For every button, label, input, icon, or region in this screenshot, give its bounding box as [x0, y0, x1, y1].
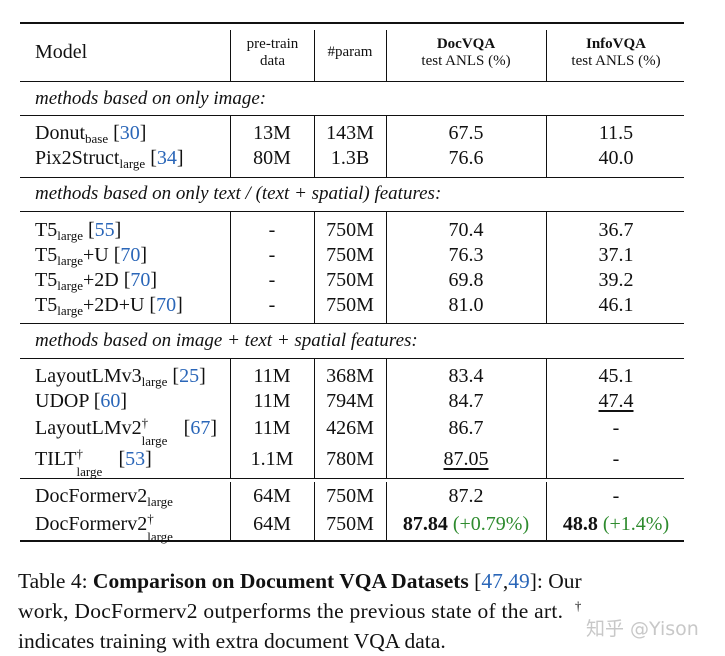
- param-cell: 368M: [326, 365, 374, 387]
- param-cell: 750M: [326, 269, 374, 291]
- citation-link[interactable]: 53: [125, 448, 146, 470]
- caption-line-2: work, DocFormerv2 outperforms the previo…: [18, 598, 582, 623]
- param-cell: 143M: [326, 122, 374, 144]
- header-pretrain: pre-train data: [246, 36, 299, 69]
- docvqa-cell: 84.7: [448, 390, 484, 412]
- group2-bottom-rule: [20, 323, 684, 324]
- citation-link[interactable]: 30: [119, 122, 140, 144]
- param-cell: 750M: [326, 244, 374, 266]
- section2-rule: [20, 211, 684, 212]
- pretrain-cell: 11M: [253, 390, 291, 412]
- group3-bottom-rule: [20, 478, 684, 479]
- citation-link[interactable]: 34: [156, 147, 177, 169]
- infovqa-cell: 48.8 (+1.4%): [562, 513, 670, 535]
- docvqa-cell: 83.4: [448, 365, 484, 387]
- table-top-rule: [20, 22, 684, 24]
- model-name-cell: DocFormerv2 † large: [35, 511, 173, 544]
- docvqa-cell: 76.3: [448, 244, 484, 266]
- docvqa-cell: 87.2: [448, 485, 484, 507]
- pretrain-cell: 80M: [253, 147, 291, 169]
- header-docvqa: DocVQA test ANLS (%): [421, 36, 511, 69]
- param-cell: 750M: [326, 219, 374, 241]
- infovqa-cell: -: [612, 448, 620, 470]
- docvqa-cell: 87.84 (+0.79%): [402, 513, 530, 535]
- watermark-text: 知乎 @Yison: [586, 618, 699, 640]
- pretrain-cell: 1.1M: [250, 448, 294, 470]
- section-label-text-spatial: methods based on only text / (text + spa…: [35, 183, 442, 204]
- infovqa-cell: -: [612, 485, 620, 507]
- section1-rule: [20, 115, 684, 116]
- pretrain-cell: -: [268, 244, 276, 266]
- model-name-cell: T5large [55]: [35, 219, 122, 243]
- infovqa-cell: 11.5: [598, 122, 634, 144]
- model-name-cell: LayoutLMv2 † large [67]: [35, 415, 217, 448]
- infovqa-cell: 46.1: [598, 294, 634, 316]
- pretrain-cell: 13M: [253, 122, 291, 144]
- caption-citation-49[interactable]: 49: [508, 569, 530, 593]
- caption-line-1: Table 4: Comparison on Document VQA Data…: [18, 569, 582, 593]
- citation-link[interactable]: 67: [190, 417, 211, 439]
- param-cell: 750M: [326, 294, 374, 316]
- param-cell: 750M: [326, 513, 374, 535]
- citation-link[interactable]: 55: [94, 219, 115, 241]
- citation-link[interactable]: 70: [120, 244, 141, 266]
- section-label-image-only: methods based on only image:: [35, 88, 267, 109]
- section-label-image-text-spatial: methods based on image + text + spatial …: [35, 330, 418, 351]
- infovqa-cell: 36.7: [598, 219, 634, 241]
- param-cell: 426M: [326, 417, 374, 439]
- model-name-cell: UDOP [60]: [35, 390, 128, 412]
- param-cell: 794M: [326, 390, 374, 412]
- infovqa-cell: 47.4: [598, 390, 634, 412]
- pretrain-cell: 11M: [253, 365, 291, 387]
- caption-line-3: indicates training with extra document V…: [18, 629, 446, 653]
- pretrain-cell: 64M: [253, 513, 291, 535]
- model-name-cell: Donutbase [30]: [35, 122, 147, 146]
- citation-link[interactable]: 25: [179, 365, 200, 387]
- citation-link[interactable]: 70: [156, 294, 177, 316]
- infovqa-cell: 37.1: [598, 244, 634, 266]
- infovqa-cell: 39.2: [598, 269, 634, 291]
- pretrain-cell: -: [268, 294, 276, 316]
- model-name-cell: T5large+2D+U [70]: [35, 294, 183, 318]
- header-model: Model: [35, 41, 88, 63]
- header-param: #param: [327, 44, 373, 60]
- caption-citation-47[interactable]: 47: [481, 569, 503, 593]
- citation-link[interactable]: 60: [100, 390, 121, 412]
- model-name-cell: DocFormerv2large: [35, 485, 173, 509]
- param-cell: 1.3B: [330, 147, 370, 169]
- model-name-cell: T5large+2D [70]: [35, 269, 158, 293]
- table-bottom-rule: [20, 540, 684, 542]
- model-name-cell: LayoutLMv3large [25]: [35, 365, 206, 389]
- section3-rule: [20, 358, 684, 359]
- header-rule: [20, 81, 684, 82]
- pretrain-cell: -: [268, 269, 276, 291]
- infovqa-cell: 45.1: [598, 365, 634, 387]
- infovqa-cell: -: [612, 417, 620, 439]
- docvqa-cell: 70.4: [448, 219, 484, 241]
- table-caption: Table 4: Comparison on Document VQA Data…: [18, 566, 582, 656]
- pretrain-cell: 11M: [253, 417, 291, 439]
- docvqa-cell: 87.05: [443, 448, 489, 470]
- group1-bottom-rule: [20, 177, 684, 178]
- param-cell: 750M: [326, 485, 374, 507]
- model-name-cell: Pix2Structlarge [34]: [35, 147, 184, 171]
- pretrain-cell: 64M: [253, 485, 291, 507]
- docvqa-cell: 86.7: [448, 417, 484, 439]
- param-cell: 780M: [326, 448, 374, 470]
- header-infovqa: InfoVQA test ANLS (%): [571, 36, 661, 69]
- citation-link[interactable]: 70: [130, 269, 151, 291]
- pretrain-cell: -: [268, 219, 276, 241]
- model-name-cell: TILT † large [53]: [35, 446, 152, 479]
- infovqa-cell: 40.0: [598, 147, 634, 169]
- docvqa-cell: 81.0: [448, 294, 484, 316]
- docvqa-cell: 69.8: [448, 269, 484, 291]
- docvqa-cell: 67.5: [448, 122, 484, 144]
- docvqa-cell: 76.6: [448, 147, 484, 169]
- model-name-cell: T5large+U [70]: [35, 244, 148, 268]
